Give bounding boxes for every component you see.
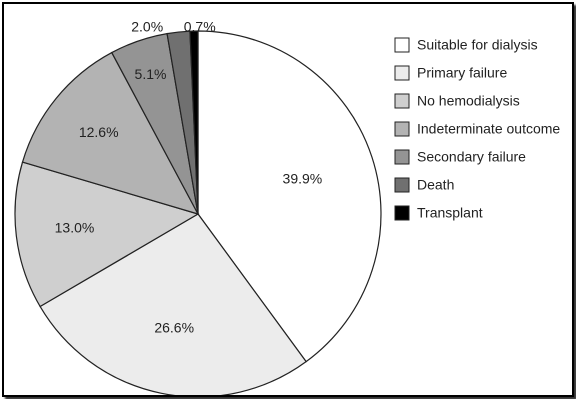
slice-value-label: 5.1% [135, 66, 167, 82]
legend-label: No hemodialysis [417, 93, 520, 109]
pie-slice-transplant [189, 30, 199, 215]
legend-label: Primary failure [417, 65, 507, 81]
legend-label: Suitable for dialysis [417, 37, 538, 53]
legend-swatch [394, 177, 410, 193]
slice-value-label: 0.7% [184, 19, 216, 35]
slice-value-label: 12.6% [79, 124, 119, 140]
pie-slice-no-hemodialysis [14, 161, 200, 308]
legend-swatch [394, 149, 410, 165]
slice-value-label: 13.0% [55, 220, 95, 236]
legend-swatch [394, 37, 410, 53]
slice-value-label: 39.9% [283, 171, 323, 187]
pie-slice-indeterminate-outcome [21, 51, 200, 215]
legend-swatch [394, 93, 410, 109]
slice-value-label: 26.6% [154, 319, 194, 335]
pie-chart: 39.9% 26.6% 13.0% 12.6% 5.1% 2.0% 0.7% Suitable… [14, 19, 560, 395]
legend-swatch [394, 121, 410, 137]
slice-value-label: 2.0% [131, 19, 163, 35]
legend-label: Secondary failure [417, 149, 526, 165]
legend-label: Transplant [417, 205, 483, 221]
legend-label: Indeterminate outcome [417, 121, 560, 137]
pie-slice-primary-failure [39, 213, 307, 395]
pie-slice-suitable-for-dialysis [197, 30, 382, 363]
legend-label: Death [417, 177, 454, 193]
legend-swatch [394, 65, 410, 81]
legend-swatch [394, 205, 410, 221]
